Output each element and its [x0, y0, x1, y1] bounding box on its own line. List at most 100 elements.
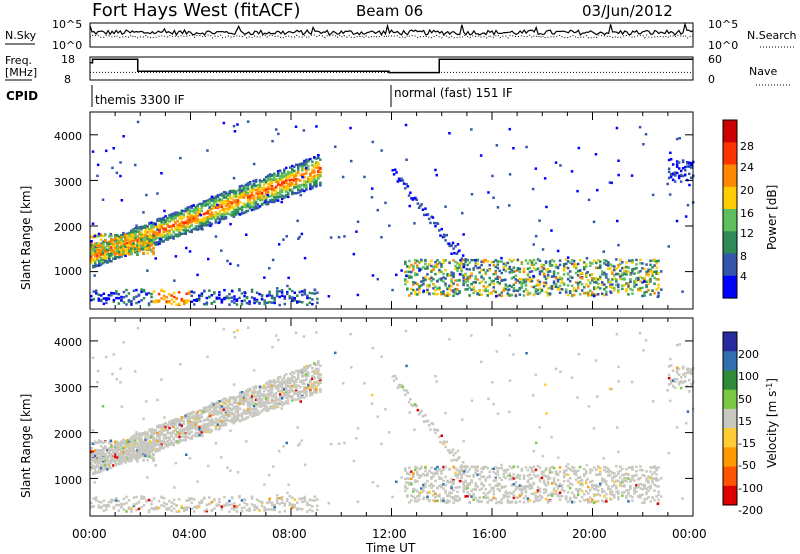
- power-cell: [637, 288, 640, 292]
- power-cell: [550, 229, 553, 232]
- power-cell: [276, 199, 280, 202]
- velocity-cell: [150, 435, 153, 439]
- power-cell: [611, 270, 614, 273]
- power-cell: [217, 221, 220, 225]
- power-cell: [568, 280, 572, 283]
- velocity-cell: [250, 399, 254, 403]
- power-cell: [482, 259, 485, 262]
- velocity-cell: [252, 401, 256, 404]
- power-cell: [518, 293, 522, 296]
- power-cell: [496, 277, 499, 281]
- power-cell: [484, 289, 487, 293]
- power-cell: [278, 192, 282, 195]
- power-cell: [438, 286, 441, 290]
- power-cell: [448, 274, 451, 277]
- power-cell: [94, 265, 97, 268]
- power-cell: [246, 182, 250, 185]
- power-cell: [303, 288, 307, 292]
- power-cell: [272, 172, 276, 176]
- velocity-cell: [210, 423, 214, 427]
- power-cell: [384, 201, 387, 205]
- power-cell: [585, 291, 588, 295]
- power-cell: [655, 266, 658, 269]
- power-cell: [137, 293, 141, 296]
- velocity-cell: [228, 402, 232, 406]
- velocity-cell: [232, 407, 236, 410]
- velocity-cell: [238, 407, 242, 411]
- power-cell: [432, 265, 435, 269]
- power-cell: [610, 291, 613, 294]
- power-cell: [603, 293, 606, 297]
- power-cell: [599, 263, 602, 267]
- power-cell: [178, 229, 181, 232]
- velocity-cell: [104, 464, 107, 467]
- velocity-cell: [178, 423, 181, 426]
- power-cell: [214, 210, 218, 214]
- power-cell: [232, 124, 236, 128]
- power-cell: [558, 259, 562, 262]
- power-cell: [148, 244, 151, 247]
- power-cell: [536, 282, 540, 285]
- power-cell: [392, 173, 396, 176]
- power-cell: [506, 267, 510, 270]
- velocity-cell: [287, 394, 290, 397]
- power-cell: [301, 173, 304, 176]
- power-cell: [649, 293, 652, 296]
- velocity-cell: [262, 392, 266, 396]
- power-cell: [313, 178, 316, 181]
- velocity-cell: [224, 419, 228, 422]
- power-cell: [98, 260, 101, 263]
- velocity-cell: [278, 376, 282, 379]
- power-cell: [114, 248, 117, 252]
- power-cell: [576, 262, 580, 266]
- power-cell: [408, 276, 411, 279]
- power-cell: [164, 234, 167, 237]
- power-cell: [621, 272, 624, 275]
- power-cell: [158, 219, 161, 222]
- velocity-cell: [246, 410, 250, 413]
- power-cell: [464, 278, 467, 281]
- power-cell: [410, 292, 413, 295]
- power-cell: [210, 204, 214, 207]
- velocity-cell: [283, 402, 286, 406]
- power-cell: [140, 290, 143, 294]
- power-cell: [542, 263, 546, 267]
- power-cell: [295, 192, 298, 195]
- power-cell: [207, 257, 210, 261]
- power-cell: [317, 175, 320, 178]
- power-cell: [263, 276, 266, 279]
- power-cell: [531, 187, 535, 191]
- power-cell: [450, 274, 453, 277]
- power-cell: [484, 271, 487, 274]
- power-cell: [285, 186, 288, 189]
- power-cell: [427, 217, 431, 221]
- velocity-cell: [289, 380, 292, 383]
- power-cell: [391, 169, 394, 172]
- power-cell: [545, 205, 548, 209]
- power-cell: [591, 293, 594, 297]
- power-cell: [162, 223, 165, 226]
- power-cell: [450, 281, 453, 284]
- power-cell: [205, 296, 209, 300]
- power-cell: [126, 250, 129, 254]
- power-cell: [248, 195, 252, 198]
- power-cell: [300, 232, 304, 236]
- power-cell: [176, 219, 179, 223]
- velocity-cell: [206, 427, 210, 430]
- power-cell: [651, 193, 655, 197]
- power-cell: [510, 277, 514, 280]
- velocity-cell: [232, 420, 236, 424]
- power-cell: [136, 120, 140, 124]
- power-cell: [278, 195, 282, 198]
- velocity-cell: [218, 420, 222, 424]
- power-cell: [122, 290, 126, 294]
- power-cell: [242, 191, 246, 195]
- power-cell: [156, 236, 159, 240]
- power-cell: [140, 246, 143, 249]
- velocity-cell: [266, 409, 270, 412]
- power-cell: [102, 292, 106, 295]
- power-cell: [144, 229, 147, 232]
- power-cell: [426, 290, 429, 294]
- power-cell: [472, 281, 475, 284]
- power-cell: [480, 268, 483, 272]
